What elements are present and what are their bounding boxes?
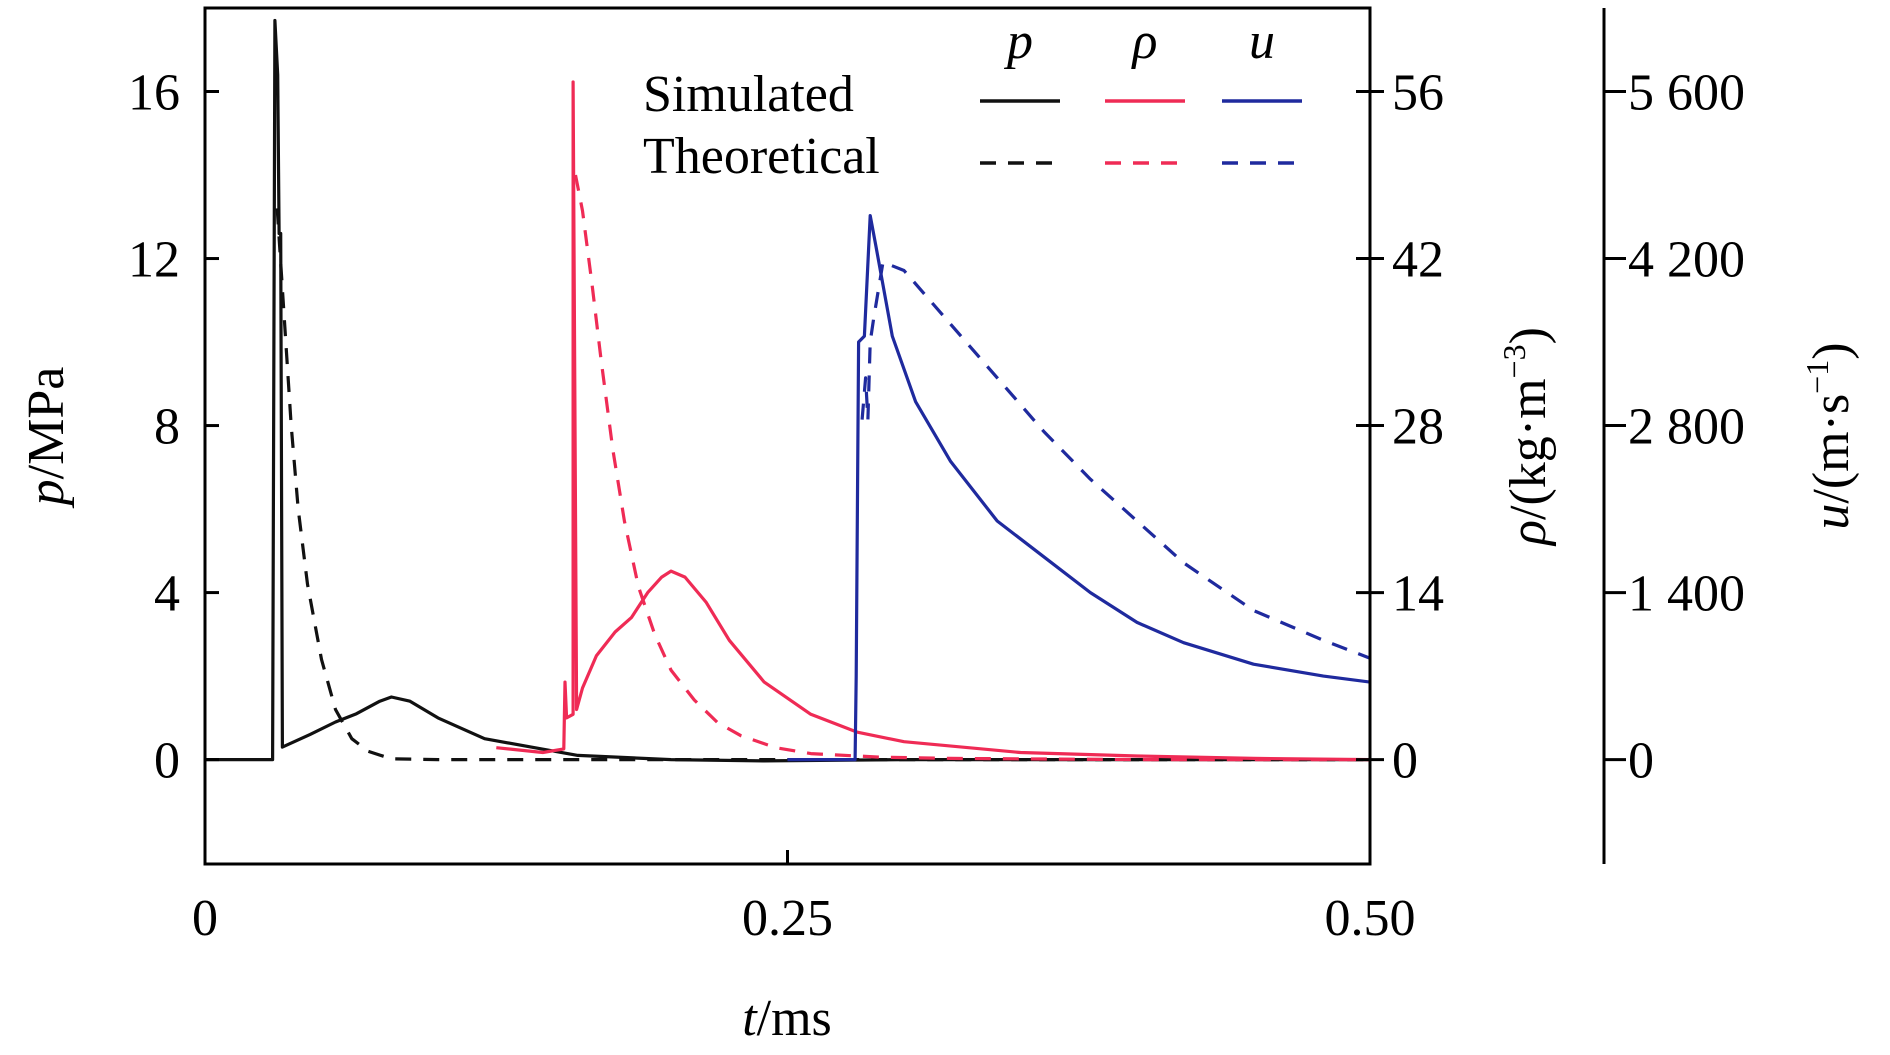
x-tick-label: 0.25 <box>742 890 833 947</box>
series-p-theoretical <box>275 208 1370 762</box>
u-tick-label: 0 <box>1628 733 1654 790</box>
x-tick-label: 0 <box>192 890 218 947</box>
x-axis-label: t/ms <box>742 990 832 1047</box>
x-tick-label: 0.50 <box>1325 890 1416 947</box>
legend-row-label: Theoretical <box>643 128 880 185</box>
p-tick-label: 4 <box>154 566 180 623</box>
p-tick-label: 16 <box>128 65 180 122</box>
p-tick-label: 8 <box>154 399 180 456</box>
p-axis-label: p/MPa <box>18 367 75 510</box>
rho-tick-label: 56 <box>1392 65 1444 122</box>
u-tick-label: 4 200 <box>1628 232 1745 289</box>
legend-row-label: Simulated <box>643 66 854 123</box>
rho-tick-label: 0 <box>1392 733 1418 790</box>
series-rho-theoretical <box>573 174 1370 762</box>
u-tick-label: 2 800 <box>1628 399 1745 456</box>
legend-column-header: ρ <box>1131 13 1158 70</box>
u-tick-label: 5 600 <box>1628 65 1745 122</box>
rho-axis-label: ρ/(kg·m−3) <box>1496 327 1557 547</box>
p-tick-label: 12 <box>128 232 180 289</box>
series-u-theoretical <box>860 260 1370 660</box>
series-u-simulated <box>787 214 1370 762</box>
rho-tick-label: 42 <box>1392 232 1444 289</box>
u-axis-label: u/(m·s−1) <box>1799 342 1860 529</box>
u-tick-label: 1 400 <box>1628 566 1745 623</box>
axes: 0 0.25 0.50 t/ms 0 4 8 12 16 0 14 28 42 56 0 1 400 2 800… <box>18 6 1860 1047</box>
p-tick-label: 0 <box>154 733 180 790</box>
series-rho-simulated <box>496 80 1370 762</box>
rho-tick-label: 28 <box>1392 399 1444 456</box>
plot-area <box>205 18 1370 763</box>
rho-tick-label: 14 <box>1392 566 1444 623</box>
legend-column-header: u <box>1249 13 1275 70</box>
legend-column-header: p <box>1003 13 1033 70</box>
